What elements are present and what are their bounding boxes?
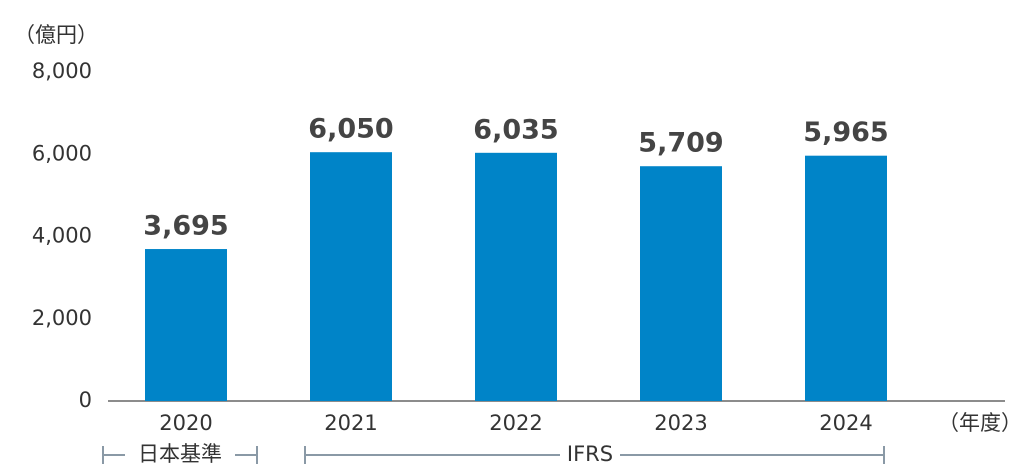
x-tick-label: 2021	[324, 411, 377, 435]
y-tick-label: 0	[79, 388, 92, 412]
y-tick-label: 8,000	[32, 59, 92, 83]
y-tick-label: 4,000	[32, 224, 92, 248]
y-tick-label: 2,000	[32, 306, 92, 330]
x-tick-label: 2024	[819, 411, 872, 435]
bar	[145, 249, 227, 401]
annotation: 日本基準	[138, 442, 222, 466]
bar	[805, 155, 887, 401]
value-label: 6,035	[473, 114, 558, 145]
value-label: 5,709	[638, 128, 723, 159]
bar	[475, 152, 557, 401]
bar	[640, 166, 722, 401]
x-tick-label: 2022	[489, 411, 542, 435]
y-unit: （億円）	[14, 23, 98, 47]
annotation: IFRS	[567, 442, 613, 466]
value-label: 3,695	[143, 211, 228, 242]
value-label: 6,050	[308, 114, 393, 145]
x-tick-label: 2023	[654, 411, 707, 435]
x-unit: （年度）	[938, 411, 1022, 435]
y-tick-label: 6,000	[32, 141, 92, 165]
value-label: 5,965	[803, 117, 888, 148]
x-tick-label: 2020	[159, 411, 212, 435]
bar	[310, 152, 392, 401]
